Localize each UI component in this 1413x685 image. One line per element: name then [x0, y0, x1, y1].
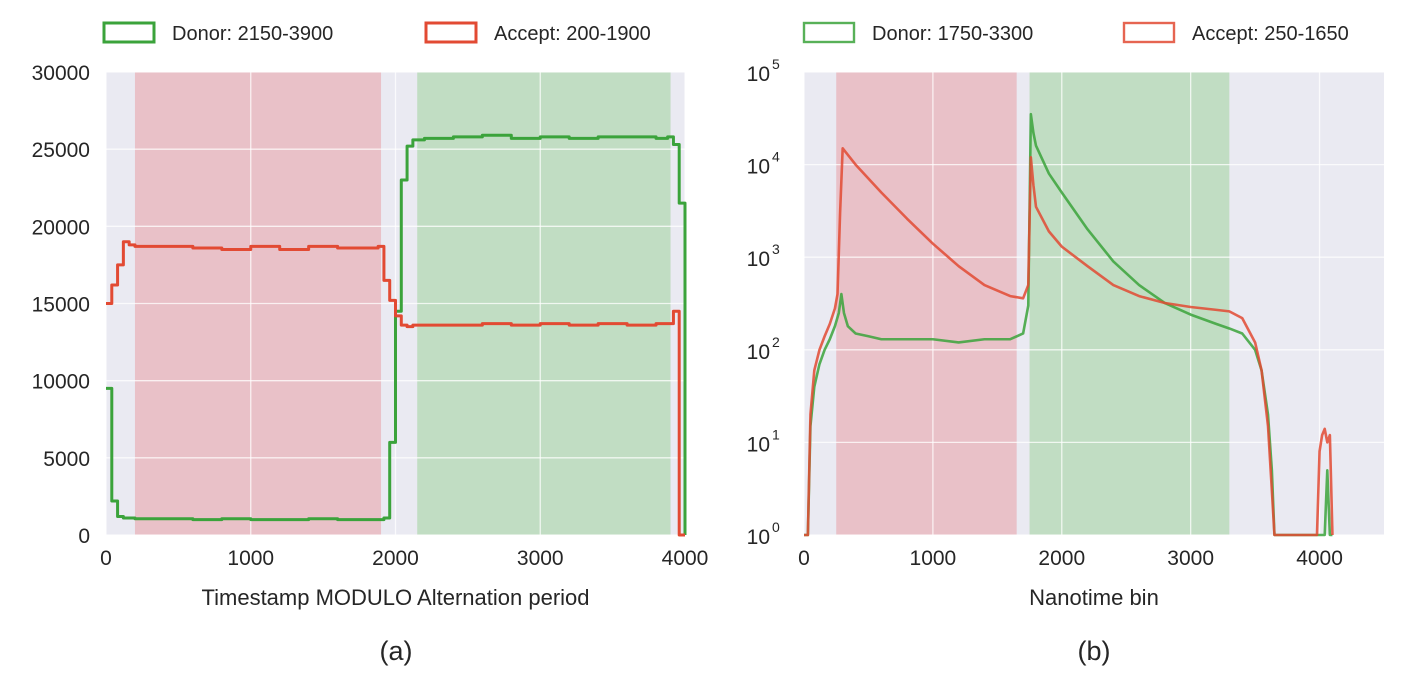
donor-legend-label: Donor: 2150-3900	[172, 23, 333, 45]
y-tick-label: 0	[78, 525, 90, 548]
donor-legend-swatch	[102, 21, 156, 44]
x-tick-label: 0	[100, 547, 112, 570]
x-tick-label: 3000	[1167, 547, 1214, 570]
acceptor-series-line	[106, 240, 685, 537]
y-tick-label: 10	[747, 248, 770, 271]
y-tick-label: 10000	[32, 371, 90, 394]
y-tick-label: 10	[747, 156, 770, 179]
acceptor-window-span	[836, 72, 1017, 535]
y-tick-label: 20000	[32, 216, 90, 239]
x-tick-label: 1000	[227, 547, 274, 570]
y-tick-label: 10	[747, 341, 770, 364]
legend: Donor: 2150-3900 Accept: 200-1900	[102, 21, 651, 45]
y-tick-exponent: 1	[772, 426, 780, 442]
y-tick-label: 10	[747, 63, 770, 86]
x-tick-label: 4000	[1296, 547, 1343, 570]
y-tick-label: 30000	[32, 62, 90, 85]
x-tick-label: 2000	[1038, 547, 1085, 570]
donor-series-line	[106, 133, 687, 535]
acceptor-legend-label: Accept: 200-1900	[494, 23, 651, 45]
legend: Donor: 1750-3300 Accept: 250-1650	[802, 21, 1349, 45]
y-tick-label: 10	[747, 433, 770, 456]
y-tick-label: 15000	[32, 294, 90, 317]
x-axis-label: Nanotime bin	[1029, 585, 1159, 610]
y-tick-label: 25000	[32, 139, 90, 162]
x-tick-label: 0	[798, 547, 810, 570]
x-tick-label: 2000	[372, 547, 419, 570]
x-tick-label: 3000	[517, 547, 564, 570]
y-tick-exponent: 4	[772, 149, 780, 165]
y-tick-exponent: 0	[772, 519, 780, 535]
panel-caption: (a)	[380, 636, 413, 666]
y-tick-label: 5000	[43, 448, 90, 471]
x-tick-label: 4000	[662, 547, 709, 570]
y-tick-exponent: 2	[772, 334, 780, 350]
x-axis-label: Timestamp MODULO Alternation period	[202, 585, 590, 610]
panel-caption: (b)	[1078, 636, 1111, 666]
acceptor-legend-label: Accept: 250-1650	[1192, 23, 1349, 45]
donor-window-span	[1029, 72, 1230, 535]
acceptor-legend-swatch	[1122, 21, 1176, 44]
y-tick-label: 10	[747, 526, 770, 549]
donor-legend-label: Donor: 1750-3300	[872, 23, 1033, 45]
acceptor-series-line	[804, 146, 1334, 537]
y-tick-exponent: 3	[772, 241, 780, 257]
y-tick-exponent: 5	[772, 56, 780, 72]
chart-panel-a: 0 1000 2000 3000 4000 0 5000 10000 15000 20000 250…	[32, 21, 709, 666]
donor-legend-swatch	[802, 21, 856, 44]
x-tick-label: 1000	[910, 547, 957, 570]
acceptor-legend-swatch	[424, 21, 478, 44]
